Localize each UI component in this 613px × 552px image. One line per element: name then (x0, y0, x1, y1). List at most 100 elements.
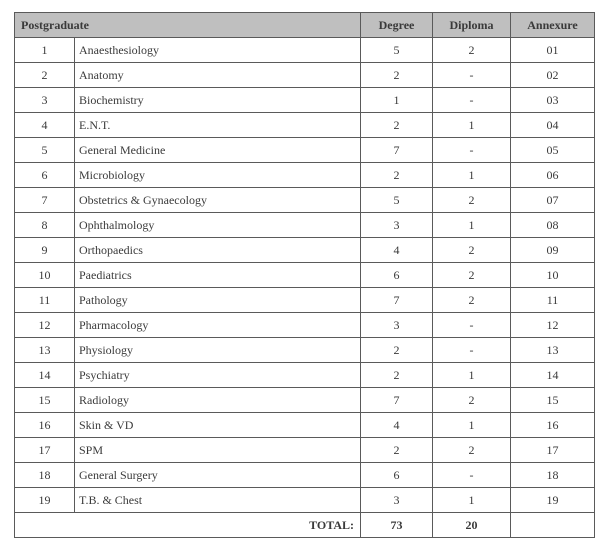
cell-diploma: 1 (433, 213, 511, 238)
cell-degree: 3 (361, 213, 433, 238)
col-postgraduate: Postgraduate (15, 13, 361, 38)
cell-degree: 2 (361, 363, 433, 388)
cell-degree: 2 (361, 63, 433, 88)
table-row: 12Pharmacology3-12 (15, 313, 595, 338)
cell-degree: 4 (361, 413, 433, 438)
cell-name: Biochemistry (75, 88, 361, 113)
cell-annexure: 09 (511, 238, 595, 263)
cell-index: 7 (15, 188, 75, 213)
cell-index: 1 (15, 38, 75, 63)
table-row: 7Obstetrics & Gynaecology5207 (15, 188, 595, 213)
cell-annexure: 14 (511, 363, 595, 388)
total-degree: 73 (361, 513, 433, 538)
cell-degree: 4 (361, 238, 433, 263)
cell-diploma: - (433, 313, 511, 338)
cell-annexure: 10 (511, 263, 595, 288)
cell-index: 10 (15, 263, 75, 288)
cell-annexure: 19 (511, 488, 595, 513)
table-row: 14Psychiatry2114 (15, 363, 595, 388)
cell-annexure: 17 (511, 438, 595, 463)
cell-annexure: 18 (511, 463, 595, 488)
cell-degree: 2 (361, 338, 433, 363)
cell-index: 3 (15, 88, 75, 113)
table-row: 18General Surgery6-18 (15, 463, 595, 488)
cell-index: 6 (15, 163, 75, 188)
cell-name: Anatomy (75, 63, 361, 88)
table-row: 4E.N.T.2104 (15, 113, 595, 138)
cell-index: 14 (15, 363, 75, 388)
cell-degree: 1 (361, 88, 433, 113)
col-diploma: Diploma (433, 13, 511, 38)
cell-name: T.B. & Chest (75, 488, 361, 513)
cell-diploma: 1 (433, 113, 511, 138)
cell-diploma: 2 (433, 388, 511, 413)
table-total-row: TOTAL:7320 (15, 513, 595, 538)
table-row: 13Physiology2-13 (15, 338, 595, 363)
table-row: 8Ophthalmology3108 (15, 213, 595, 238)
cell-name: E.N.T. (75, 113, 361, 138)
cell-name: Orthopaedics (75, 238, 361, 263)
cell-degree: 6 (361, 463, 433, 488)
table-row: 17SPM2217 (15, 438, 595, 463)
col-annexure: Annexure (511, 13, 595, 38)
table-row: 9Orthopaedics4209 (15, 238, 595, 263)
cell-degree: 2 (361, 438, 433, 463)
cell-name: Obstetrics & Gynaecology (75, 188, 361, 213)
cell-degree: 2 (361, 113, 433, 138)
cell-annexure: 08 (511, 213, 595, 238)
cell-degree: 3 (361, 313, 433, 338)
cell-index: 4 (15, 113, 75, 138)
cell-index: 16 (15, 413, 75, 438)
cell-index: 8 (15, 213, 75, 238)
cell-diploma: 2 (433, 438, 511, 463)
cell-diploma: 2 (433, 38, 511, 63)
table-row: 10Paediatrics6210 (15, 263, 595, 288)
cell-index: 15 (15, 388, 75, 413)
cell-degree: 5 (361, 38, 433, 63)
table-row: 16Skin & VD4116 (15, 413, 595, 438)
table-row: 5General Medicine7-05 (15, 138, 595, 163)
table-header-row: Postgraduate Degree Diploma Annexure (15, 13, 595, 38)
cell-diploma: 2 (433, 263, 511, 288)
col-degree: Degree (361, 13, 433, 38)
cell-name: Anaesthesiology (75, 38, 361, 63)
cell-degree: 3 (361, 488, 433, 513)
cell-name: Pharmacology (75, 313, 361, 338)
table-row: 19T.B. & Chest3119 (15, 488, 595, 513)
cell-index: 19 (15, 488, 75, 513)
cell-name: Skin & VD (75, 413, 361, 438)
cell-diploma: - (433, 138, 511, 163)
cell-name: Paediatrics (75, 263, 361, 288)
cell-diploma: 1 (433, 363, 511, 388)
cell-annexure: 11 (511, 288, 595, 313)
postgraduate-table: Postgraduate Degree Diploma Annexure 1An… (14, 12, 595, 538)
total-diploma: 20 (433, 513, 511, 538)
cell-diploma: 2 (433, 238, 511, 263)
cell-annexure: 15 (511, 388, 595, 413)
table-row: 6Microbiology2106 (15, 163, 595, 188)
cell-degree: 2 (361, 163, 433, 188)
cell-index: 2 (15, 63, 75, 88)
cell-annexure: 12 (511, 313, 595, 338)
cell-annexure: 04 (511, 113, 595, 138)
table-row: 2Anatomy2-02 (15, 63, 595, 88)
cell-name: General Surgery (75, 463, 361, 488)
cell-name: Pathology (75, 288, 361, 313)
cell-name: Radiology (75, 388, 361, 413)
cell-name: Microbiology (75, 163, 361, 188)
cell-diploma: 1 (433, 488, 511, 513)
table-row: 1Anaesthesiology5201 (15, 38, 595, 63)
cell-diploma: - (433, 63, 511, 88)
cell-name: General Medicine (75, 138, 361, 163)
cell-annexure: 13 (511, 338, 595, 363)
cell-index: 11 (15, 288, 75, 313)
cell-index: 17 (15, 438, 75, 463)
cell-degree: 7 (361, 138, 433, 163)
cell-index: 18 (15, 463, 75, 488)
table-row: 3Biochemistry1-03 (15, 88, 595, 113)
cell-degree: 5 (361, 188, 433, 213)
cell-annexure: 07 (511, 188, 595, 213)
cell-degree: 7 (361, 388, 433, 413)
table-row: 15Radiology7215 (15, 388, 595, 413)
cell-diploma: 2 (433, 188, 511, 213)
